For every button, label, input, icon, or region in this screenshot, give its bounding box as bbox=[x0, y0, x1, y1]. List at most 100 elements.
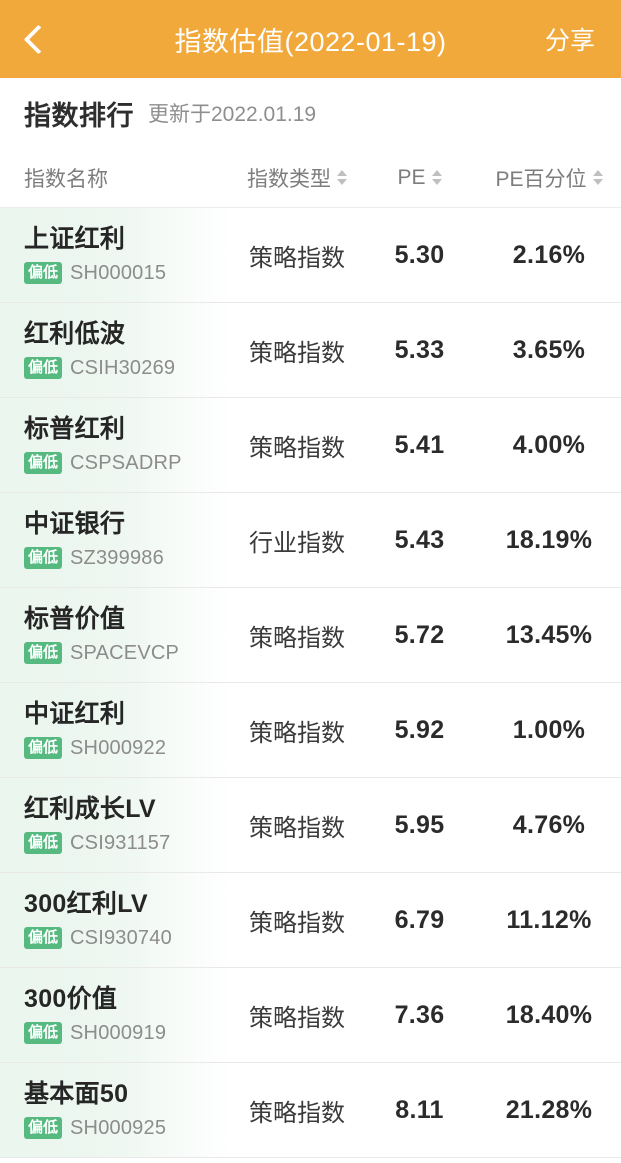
column-header-pe-percentile[interactable]: PE百分位 bbox=[477, 163, 621, 193]
status-badge: 偏低 bbox=[24, 451, 63, 474]
column-header-index-type-label: 指数类型 bbox=[247, 167, 331, 191]
index-name-cell[interactable]: 中证红利 偏低 SH000922 bbox=[0, 683, 232, 777]
pe-cell: 5.92 bbox=[362, 683, 477, 777]
index-name-cell[interactable]: 上证红利 偏低 SH000015 bbox=[0, 208, 232, 302]
column-header-index-type[interactable]: 指数类型 bbox=[232, 163, 362, 193]
index-type-cell: 策略指数 bbox=[232, 778, 362, 872]
index-meta: 偏低 CSI931157 bbox=[24, 831, 232, 854]
pe-percentile-cell: 18.19% bbox=[477, 493, 621, 587]
status-badge: 偏低 bbox=[24, 546, 63, 569]
table-row[interactable]: 300价值 偏低 SH000919 策略指数 7.36 18.40% bbox=[0, 968, 621, 1063]
index-name: 标普红利 bbox=[24, 414, 126, 443]
status-badge: 偏低 bbox=[24, 736, 63, 759]
pe-percentile-value: 18.40% bbox=[505, 1000, 593, 1029]
index-code: CSI930740 bbox=[70, 926, 172, 949]
pe-percentile-cell: 11.12% bbox=[477, 873, 621, 967]
section-updated-label: 更新于2022.01.19 bbox=[148, 103, 317, 126]
index-meta: 偏低 SH000015 bbox=[24, 261, 232, 284]
index-type: 策略指数 bbox=[249, 1004, 345, 1032]
pe-value: 8.11 bbox=[395, 1095, 444, 1124]
pe-cell: 7.36 bbox=[362, 968, 477, 1062]
pe-cell: 6.79 bbox=[362, 873, 477, 967]
pe-percentile-value: 11.12% bbox=[506, 905, 592, 934]
column-header-pe[interactable]: PE bbox=[362, 166, 477, 190]
table-header-row: 指数名称 指数类型 PE PE百分位 bbox=[0, 148, 621, 208]
index-name: 基本面50 bbox=[24, 1079, 129, 1108]
status-badge: 偏低 bbox=[24, 926, 63, 949]
status-badge: 偏低 bbox=[24, 1116, 63, 1139]
index-name-cell[interactable]: 红利低波 偏低 CSIH30269 bbox=[0, 303, 232, 397]
index-meta: 偏低 SH000919 bbox=[24, 1021, 232, 1044]
table-row[interactable]: 中证红利 偏低 SH000922 策略指数 5.92 1.00% bbox=[0, 683, 621, 778]
table-row[interactable]: 红利成长LV 偏低 CSI931157 策略指数 5.95 4.76% bbox=[0, 778, 621, 873]
column-header-index-name: 指数名称 bbox=[0, 163, 232, 193]
table-row[interactable]: 基本面50 偏低 SH000925 策略指数 8.11 21.28% bbox=[0, 1063, 621, 1158]
pe-value: 5.95 bbox=[394, 810, 445, 839]
index-meta: 偏低 CSPSADRP bbox=[24, 451, 232, 474]
index-name: 中证银行 bbox=[24, 509, 126, 538]
sort-arrows-icon[interactable] bbox=[592, 170, 603, 185]
index-type: 策略指数 bbox=[249, 909, 345, 937]
index-name-cell[interactable]: 标普红利偏低 CSPSADRP bbox=[0, 398, 232, 492]
table-row[interactable]: 上证红利 偏低 SH000015 策略指数 5.30 2.16% bbox=[0, 208, 621, 303]
pe-percentile-value: 18.19% bbox=[505, 525, 593, 554]
chevron-left-icon bbox=[23, 24, 54, 54]
status-badge: 偏低 bbox=[24, 641, 63, 664]
index-type-cell: 行业指数 bbox=[232, 493, 362, 587]
pe-percentile-value: 2.16% bbox=[512, 240, 586, 269]
column-header-pe-label: PE bbox=[397, 165, 426, 189]
sort-arrows-icon[interactable] bbox=[431, 170, 442, 185]
index-name-cell[interactable]: 300红利LV 偏低 CSI930740 bbox=[0, 873, 232, 967]
index-code: SH000925 bbox=[70, 1116, 167, 1139]
pe-percentile-cell: 3.65% bbox=[477, 303, 621, 397]
index-type: 策略指数 bbox=[249, 624, 345, 652]
index-type-cell: 策略指数 bbox=[232, 968, 362, 1062]
index-type-cell: 策略指数 bbox=[232, 683, 362, 777]
table-row[interactable]: 标普价值偏低 SPACEVCP 策略指数 5.72 13.45% bbox=[0, 588, 621, 683]
pe-percentile-cell: 13.45% bbox=[477, 588, 621, 682]
pe-value: 5.30 bbox=[394, 240, 445, 269]
index-meta: 偏低 SPACEVCP bbox=[24, 641, 232, 664]
pe-value: 5.43 bbox=[394, 525, 445, 554]
index-meta: 偏低 CSIH30269 bbox=[24, 356, 232, 379]
column-header-pe-percentile-label: PE百分位 bbox=[495, 167, 587, 191]
index-name-cell[interactable]: 基本面50 偏低 SH000925 bbox=[0, 1063, 232, 1157]
pe-percentile-value: 3.65% bbox=[512, 335, 586, 364]
app-bar: 指数估值(2022-01-19) 分享 bbox=[0, 0, 621, 78]
index-name-cell[interactable]: 红利成长LV 偏低 CSI931157 bbox=[0, 778, 232, 872]
back-button[interactable] bbox=[22, 17, 66, 61]
index-code: CSIH30269 bbox=[70, 356, 176, 379]
table-row[interactable]: 标普红利 偏低 CSPSADRP 策略指数 5.41 4.00% bbox=[0, 398, 621, 493]
index-name-cell[interactable]: 中证银行偏低 SZ399986 bbox=[0, 493, 232, 587]
index-name-cell[interactable]: 300价值 偏低 SH000919 bbox=[0, 968, 232, 1062]
table-row[interactable]: 中证银行偏低 SZ399986 行业指数 5.43 18.19% bbox=[0, 493, 621, 588]
pe-percentile-cell: 1.00% bbox=[477, 683, 621, 777]
pe-cell: 5.43 bbox=[362, 493, 477, 587]
index-type: 行业指数 bbox=[249, 529, 345, 557]
index-type-cell: 策略指数 bbox=[232, 873, 362, 967]
index-name: 标普价值 bbox=[24, 604, 126, 633]
page-title: 指数估值(2022-01-19) bbox=[174, 26, 447, 57]
index-code: SZ399986 bbox=[70, 546, 164, 569]
pe-value: 7.36 bbox=[394, 1000, 445, 1029]
share-button[interactable]: 分享 bbox=[544, 27, 595, 55]
pe-percentile-cell: 2.16% bbox=[477, 208, 621, 302]
index-ranking-table: 指数名称 指数类型 PE PE百分位 上证红利 偏低 SH000015 策略指数 5.3… bbox=[0, 148, 621, 1158]
table-body: 上证红利 偏低 SH000015 策略指数 5.30 2.16% 红利低波 偏低 CSIH302… bbox=[0, 208, 621, 1158]
status-badge: 偏低 bbox=[24, 1021, 63, 1044]
index-type-cell: 策略指数 bbox=[232, 398, 362, 492]
pe-value: 5.33 bbox=[394, 335, 445, 364]
index-name-cell[interactable]: 标普价值偏低 SPACEVCP bbox=[0, 588, 232, 682]
index-name: 300红利LV bbox=[24, 889, 148, 918]
index-type: 策略指数 bbox=[249, 719, 345, 747]
index-code: CSI931157 bbox=[70, 831, 171, 854]
index-type: 策略指数 bbox=[249, 814, 345, 842]
index-code: SPACEVCP bbox=[70, 641, 180, 664]
table-row[interactable]: 300红利LV 偏低 CSI930740 策略指数 6.79 11.12% bbox=[0, 873, 621, 968]
pe-percentile-value: 4.76% bbox=[512, 810, 586, 839]
sort-arrows-icon[interactable] bbox=[337, 170, 347, 185]
table-row[interactable]: 红利低波 偏低 CSIH30269 策略指数 5.33 3.65% bbox=[0, 303, 621, 398]
index-type: 策略指数 bbox=[249, 434, 345, 462]
pe-cell: 5.30 bbox=[362, 208, 477, 302]
pe-value: 5.72 bbox=[394, 620, 445, 649]
